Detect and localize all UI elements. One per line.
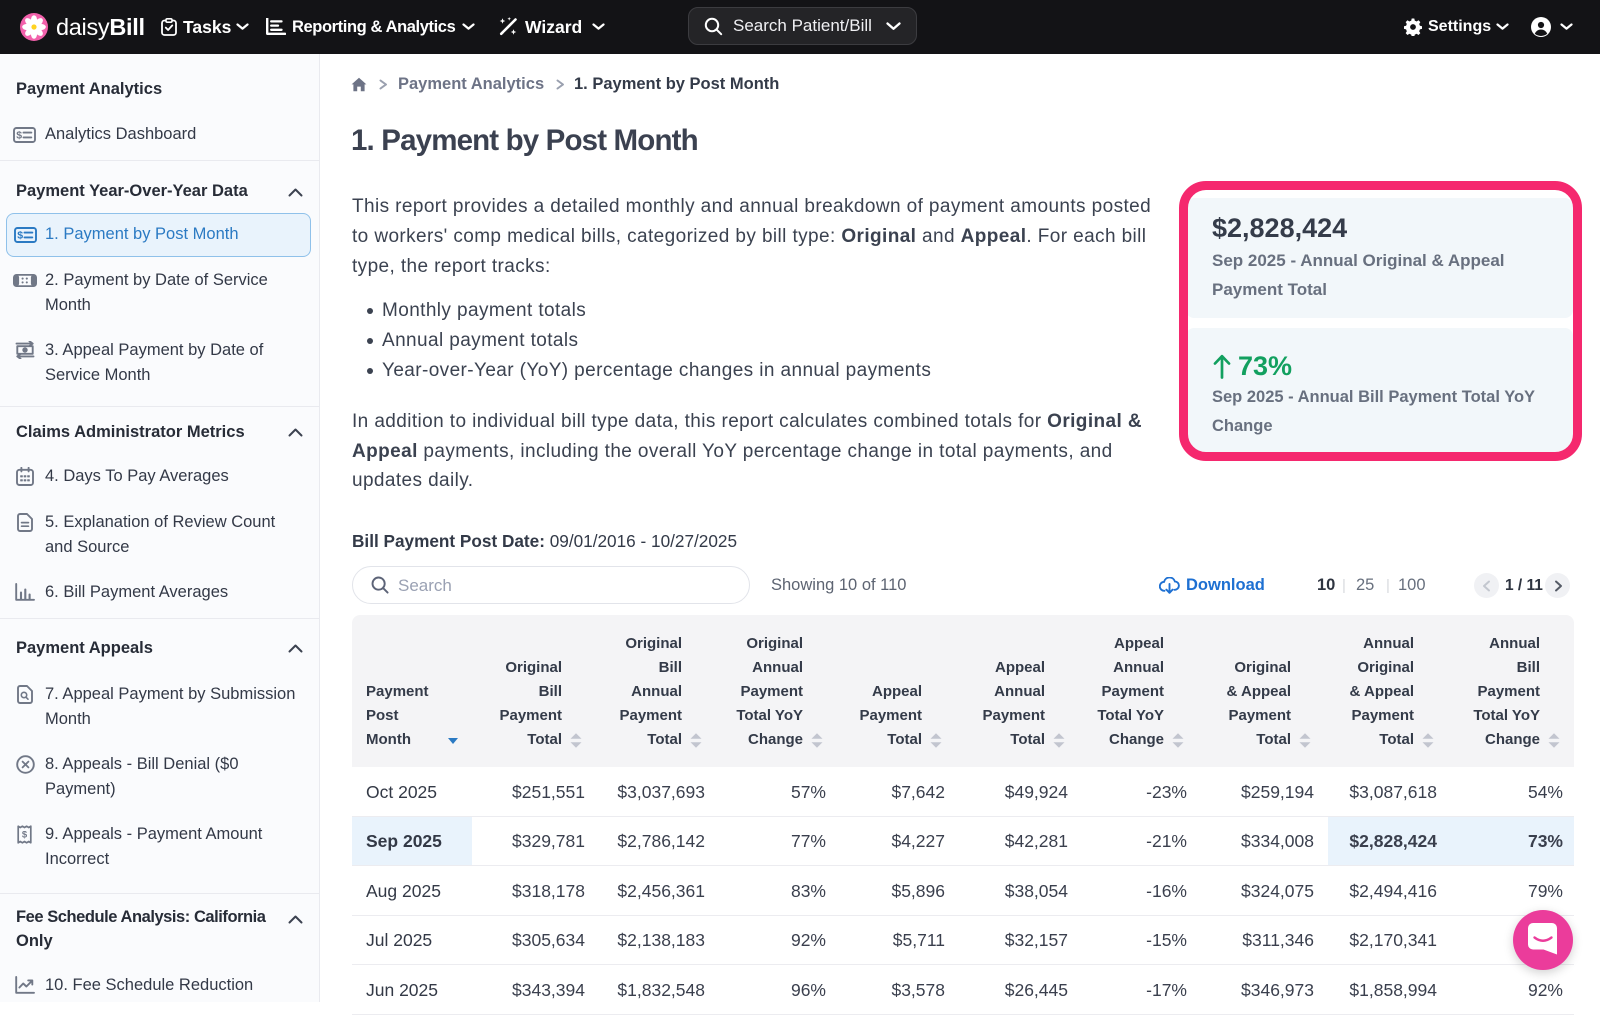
svg-text:$: $: [22, 829, 28, 840]
svg-text:$: $: [17, 229, 23, 241]
svg-text:$: $: [16, 129, 22, 141]
